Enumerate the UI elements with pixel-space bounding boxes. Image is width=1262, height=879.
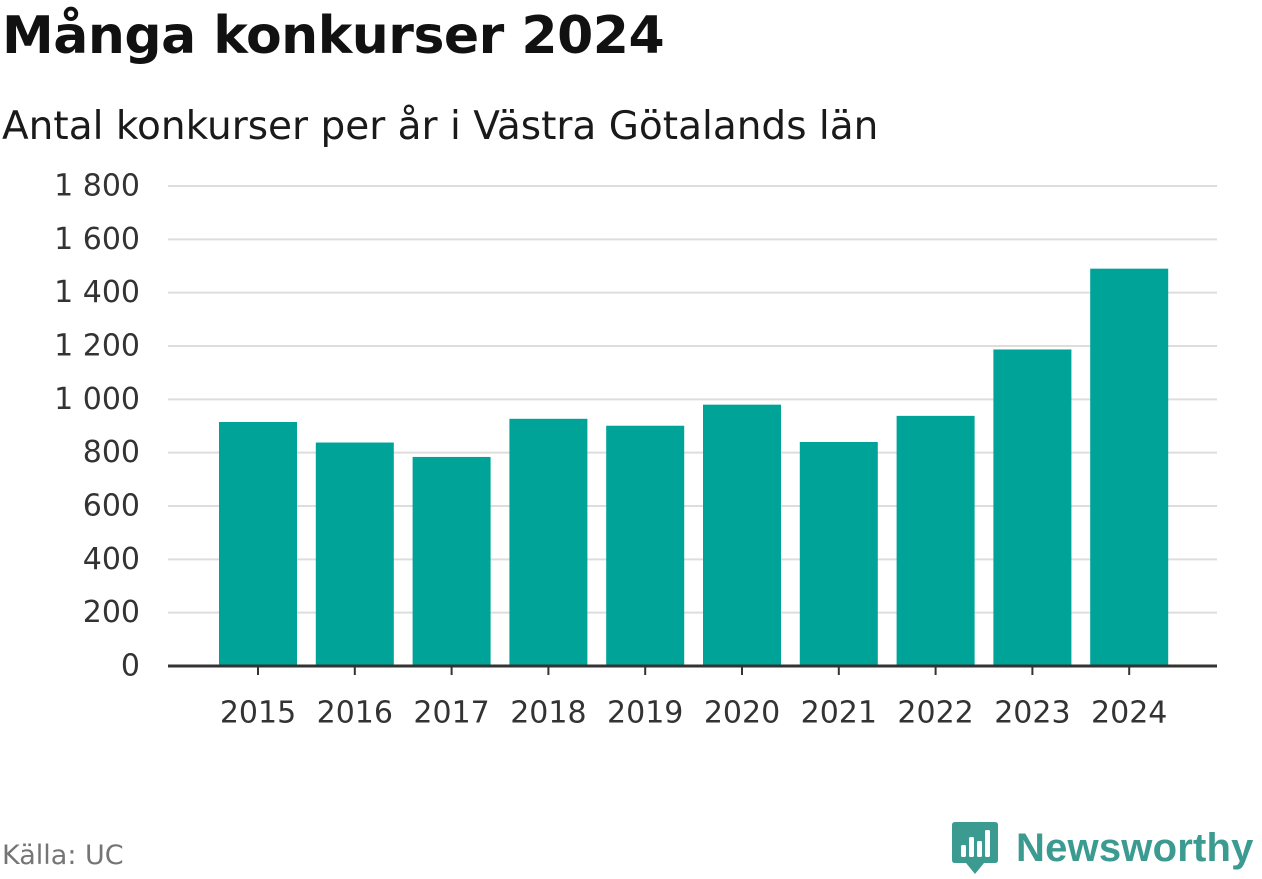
x-tick-label: 2024: [1091, 696, 1167, 731]
x-tick-label: 2020: [704, 696, 780, 731]
y-tick-label: 400: [83, 542, 140, 577]
source-note: Källa: UC: [2, 840, 124, 871]
bar-2016: [315, 442, 394, 666]
bar-2019: [606, 425, 685, 666]
y-tick-label: 800: [83, 435, 140, 470]
x-tick-label: 2015: [220, 696, 296, 731]
newsworthy-logo-icon: [952, 822, 998, 874]
y-tick-label: 1 200: [54, 329, 140, 364]
bar-2021: [799, 442, 878, 666]
y-tick-label: 200: [83, 595, 140, 630]
y-tick-label: 1 800: [54, 169, 140, 204]
bar-2024: [1090, 268, 1169, 666]
x-tick-label: 2019: [607, 696, 683, 731]
y-axis-tick-labels: 0 200 400 600 800 1 000 1 200 1 400 1 600 1 800: [54, 169, 140, 684]
x-tick-label: 2023: [994, 696, 1070, 731]
x-tick-label: 2018: [510, 696, 586, 731]
bars: [219, 268, 1169, 666]
y-tick-label: 1 600: [54, 222, 140, 257]
y-tick-label: 1 400: [54, 275, 140, 310]
y-tick-label: 1 000: [54, 382, 140, 417]
bar-2018: [509, 418, 588, 666]
brand-name: Newsworthy: [1016, 825, 1254, 870]
y-tick-label: 600: [83, 489, 140, 524]
bar-2022: [896, 415, 975, 666]
brand-logo: Newsworthy: [950, 820, 1254, 876]
x-tick-label: 2022: [897, 696, 973, 731]
bar-2023: [993, 349, 1072, 666]
bar-chart: 0 200 400 600 800 1 000 1 200 1 400 1 600 1 800 2…: [54, 169, 1217, 731]
x-tick-label: 2016: [317, 696, 393, 731]
bar-2020: [703, 404, 781, 666]
bar-2017: [412, 456, 491, 666]
x-tick-label: 2021: [801, 696, 877, 731]
y-tick-label: 0: [121, 649, 140, 684]
bar-2015: [219, 422, 297, 666]
x-tick-label: 2017: [413, 696, 489, 731]
chart-subtitle: Antal konkurser per år i Västra Götaland…: [2, 104, 879, 149]
chart-title: Många konkurser 2024: [2, 6, 665, 66]
x-axis: [168, 664, 1217, 675]
x-axis-tick-labels: 2015 2016 2017 2018 2019 2020 2021 2022 2023 2024: [220, 696, 1168, 731]
